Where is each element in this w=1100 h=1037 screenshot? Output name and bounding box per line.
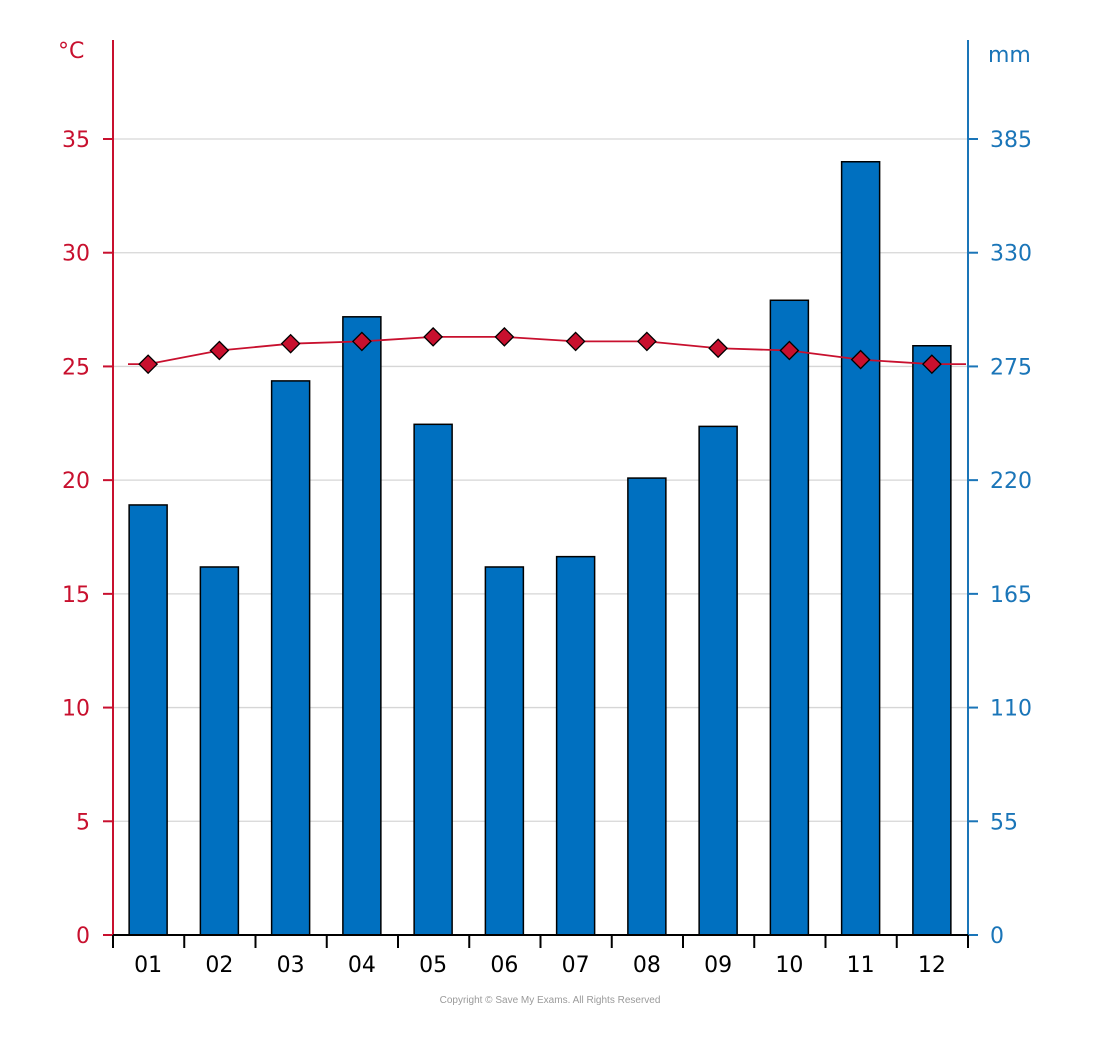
rainfall-bar (484, 566, 525, 936)
x-tick-label: 05 (419, 953, 447, 978)
temperature-point (636, 331, 657, 352)
x-tick-label: 03 (277, 953, 305, 978)
x-tick-label: 09 (704, 953, 732, 978)
x-tick-label: 12 (918, 953, 946, 978)
temperature-line (128, 335, 966, 366)
x-tick-label: 02 (205, 953, 233, 978)
temperature-point (708, 338, 729, 359)
x-tick-label: 04 (348, 953, 376, 978)
rainfall-bar (912, 345, 952, 936)
left-tick-label: 15 (62, 583, 90, 608)
temperature-point (138, 354, 159, 375)
temperature-point (779, 340, 800, 361)
temperature-series (128, 326, 966, 375)
rainfall-bar (840, 160, 881, 936)
x-tick-label: 10 (775, 953, 803, 978)
axes (103, 40, 978, 948)
rainfall-bar (128, 504, 168, 936)
temperature-point (850, 349, 871, 370)
rainfall-bars (128, 160, 952, 936)
left-tick-label: 5 (76, 810, 90, 835)
rainfall-bar (698, 425, 738, 936)
rainfall-bar (555, 555, 596, 936)
copyright-notice: Copyright © Save My Exams. All Rights Re… (439, 995, 661, 1006)
temperature-point (921, 354, 942, 375)
temperature-point (209, 340, 230, 361)
rainfall-bar (270, 380, 311, 936)
temperature-point (494, 326, 515, 347)
right-tick-label: 330 (990, 242, 1032, 267)
right-tick-label: 110 (990, 697, 1032, 722)
rainfall-bar (769, 299, 810, 936)
rainfall-bar (199, 566, 240, 936)
x-tick-label: 08 (633, 953, 661, 978)
right-tick-label: 55 (990, 810, 1018, 835)
x-tick-label: 11 (847, 953, 875, 978)
left-tick-label: 0 (76, 924, 90, 949)
temperature-point (423, 326, 444, 347)
right-axis-unit: mm (988, 43, 1031, 68)
left-axis-unit: °C (58, 39, 84, 64)
left-tick-label: 25 (62, 355, 90, 380)
temperature-point (280, 333, 301, 354)
right-tick-label: 165 (990, 583, 1032, 608)
temperature-point (351, 331, 372, 352)
rainfall-bar (627, 477, 667, 936)
left-tick-label: 35 (62, 128, 90, 153)
gridlines (113, 138, 968, 822)
left-tick-label: 10 (62, 697, 90, 722)
x-tick-label: 07 (562, 953, 590, 978)
x-tick-label: 06 (490, 953, 518, 978)
right-tick-label: 0 (990, 924, 1004, 949)
rainfall-bar (342, 316, 382, 936)
right-tick-label: 275 (990, 355, 1032, 380)
right-tick-label: 220 (990, 469, 1032, 494)
x-tick-label: 01 (134, 953, 162, 978)
rainfall-bar (413, 423, 453, 936)
temperature-point (565, 331, 586, 352)
left-tick-label: 30 (62, 242, 90, 267)
left-tick-label: 20 (62, 469, 90, 494)
right-tick-label: 385 (990, 128, 1032, 153)
